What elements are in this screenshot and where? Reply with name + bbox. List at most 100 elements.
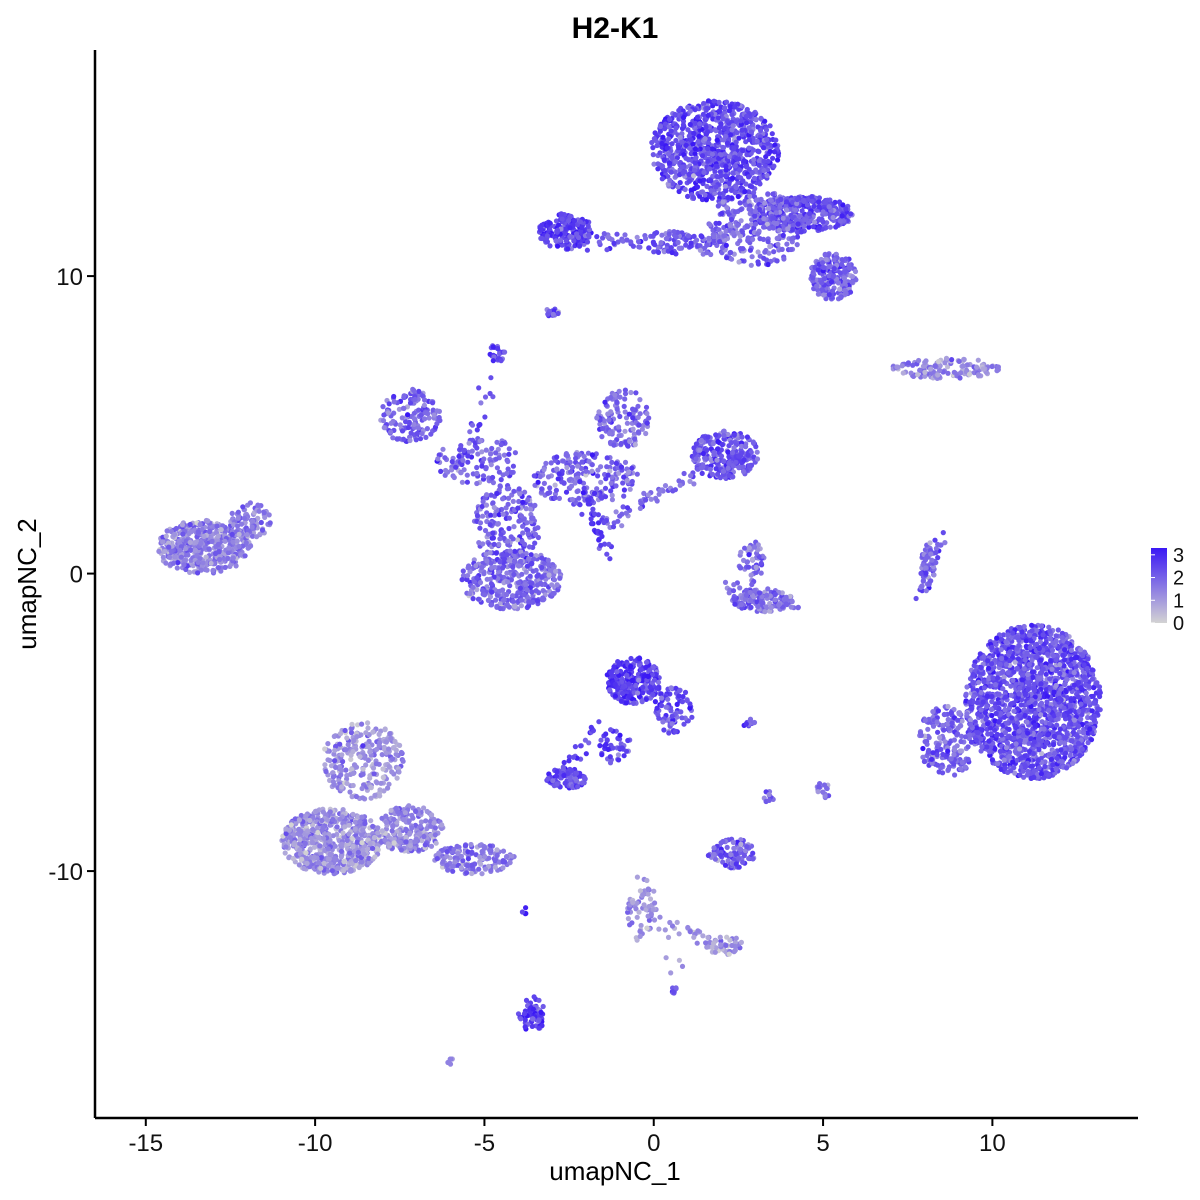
cell-point <box>751 157 757 163</box>
cell-point <box>725 194 731 200</box>
cell-point <box>506 446 512 452</box>
cell-point <box>728 440 735 446</box>
cell-point <box>765 206 772 212</box>
cell-point <box>511 571 517 578</box>
cell-point <box>755 259 761 265</box>
cell-point <box>694 184 701 190</box>
cell-point <box>489 589 495 595</box>
cell-point <box>545 557 551 563</box>
cell-point <box>484 558 490 564</box>
cell-point <box>676 245 682 251</box>
cell-point <box>781 256 787 262</box>
cell-point <box>483 551 489 557</box>
cell-point <box>234 538 240 544</box>
cell-point <box>810 275 816 281</box>
cell-point <box>841 275 848 281</box>
cell-point <box>521 541 528 547</box>
cell-point <box>498 442 504 448</box>
cell-point <box>720 145 727 151</box>
cell-point <box>544 233 551 239</box>
cell-point <box>819 260 826 266</box>
cell-point <box>449 459 455 465</box>
cell-point <box>659 232 665 238</box>
cell-point <box>932 363 938 369</box>
cell-point <box>497 605 503 612</box>
cell-point <box>627 486 633 492</box>
cell-point <box>772 597 778 603</box>
cell-point <box>477 520 484 526</box>
cell-point <box>961 356 967 363</box>
cell-point <box>621 487 628 493</box>
cell-point <box>717 191 723 197</box>
cell-point <box>731 445 737 451</box>
cell-point <box>497 483 503 489</box>
cell-point <box>541 466 547 473</box>
cell-point <box>949 357 955 363</box>
cell-point <box>205 518 211 524</box>
cell-point <box>746 545 752 551</box>
cell-point <box>160 539 166 545</box>
cell-point <box>596 409 602 415</box>
cell-point <box>695 139 701 145</box>
cell-point <box>627 438 633 444</box>
cell-point <box>632 436 638 442</box>
cell-point <box>168 548 174 555</box>
cell-point <box>506 525 512 532</box>
cell-point <box>741 158 747 164</box>
cell-point <box>487 522 493 528</box>
cell-point <box>746 198 752 205</box>
cell-point <box>722 183 729 189</box>
cell-point <box>256 508 262 514</box>
cell-point <box>568 469 574 475</box>
cell-point <box>703 124 709 130</box>
cell-point <box>732 163 739 169</box>
cell-point <box>493 456 499 462</box>
cell-point <box>666 136 672 142</box>
cell-point <box>467 591 473 597</box>
cell-point <box>225 550 231 556</box>
cell-point <box>216 549 222 555</box>
cell-point <box>391 399 397 405</box>
cell-point <box>770 225 777 231</box>
cell-point <box>752 221 759 227</box>
cell-point <box>843 290 849 296</box>
cell-point <box>753 116 759 122</box>
cell-point <box>577 502 583 508</box>
cell-point <box>490 500 496 506</box>
cell-point <box>780 215 786 221</box>
cell-point <box>736 156 742 162</box>
cell-point <box>515 505 521 511</box>
cell-point <box>594 415 600 421</box>
cell-point <box>778 196 784 203</box>
cell-point <box>614 406 620 412</box>
cell-point <box>719 442 725 448</box>
cell-point <box>826 204 832 210</box>
cell-point <box>837 218 843 224</box>
cell-point <box>267 520 273 526</box>
cell-point <box>206 546 212 552</box>
cell-point <box>523 569 529 575</box>
cell-point <box>739 127 745 133</box>
cell-point <box>692 160 698 166</box>
cell-point <box>210 567 216 574</box>
cell-point <box>765 261 771 268</box>
cell-point <box>740 246 746 252</box>
cell-point <box>662 121 669 127</box>
cell-point <box>724 140 731 146</box>
cell-point <box>519 571 525 577</box>
cell-point <box>698 189 704 195</box>
cell-point <box>415 425 422 431</box>
cell-point <box>729 256 735 262</box>
cell-point <box>504 570 510 576</box>
cell-point <box>520 499 526 505</box>
cell-point <box>749 170 756 176</box>
cell-point <box>724 255 730 261</box>
cell-point <box>752 213 758 219</box>
cell-point <box>419 431 425 437</box>
cell-point <box>589 452 596 458</box>
cell-point <box>721 458 727 464</box>
cell-point <box>668 169 674 175</box>
cell-point <box>764 592 770 598</box>
cell-point <box>435 456 441 462</box>
